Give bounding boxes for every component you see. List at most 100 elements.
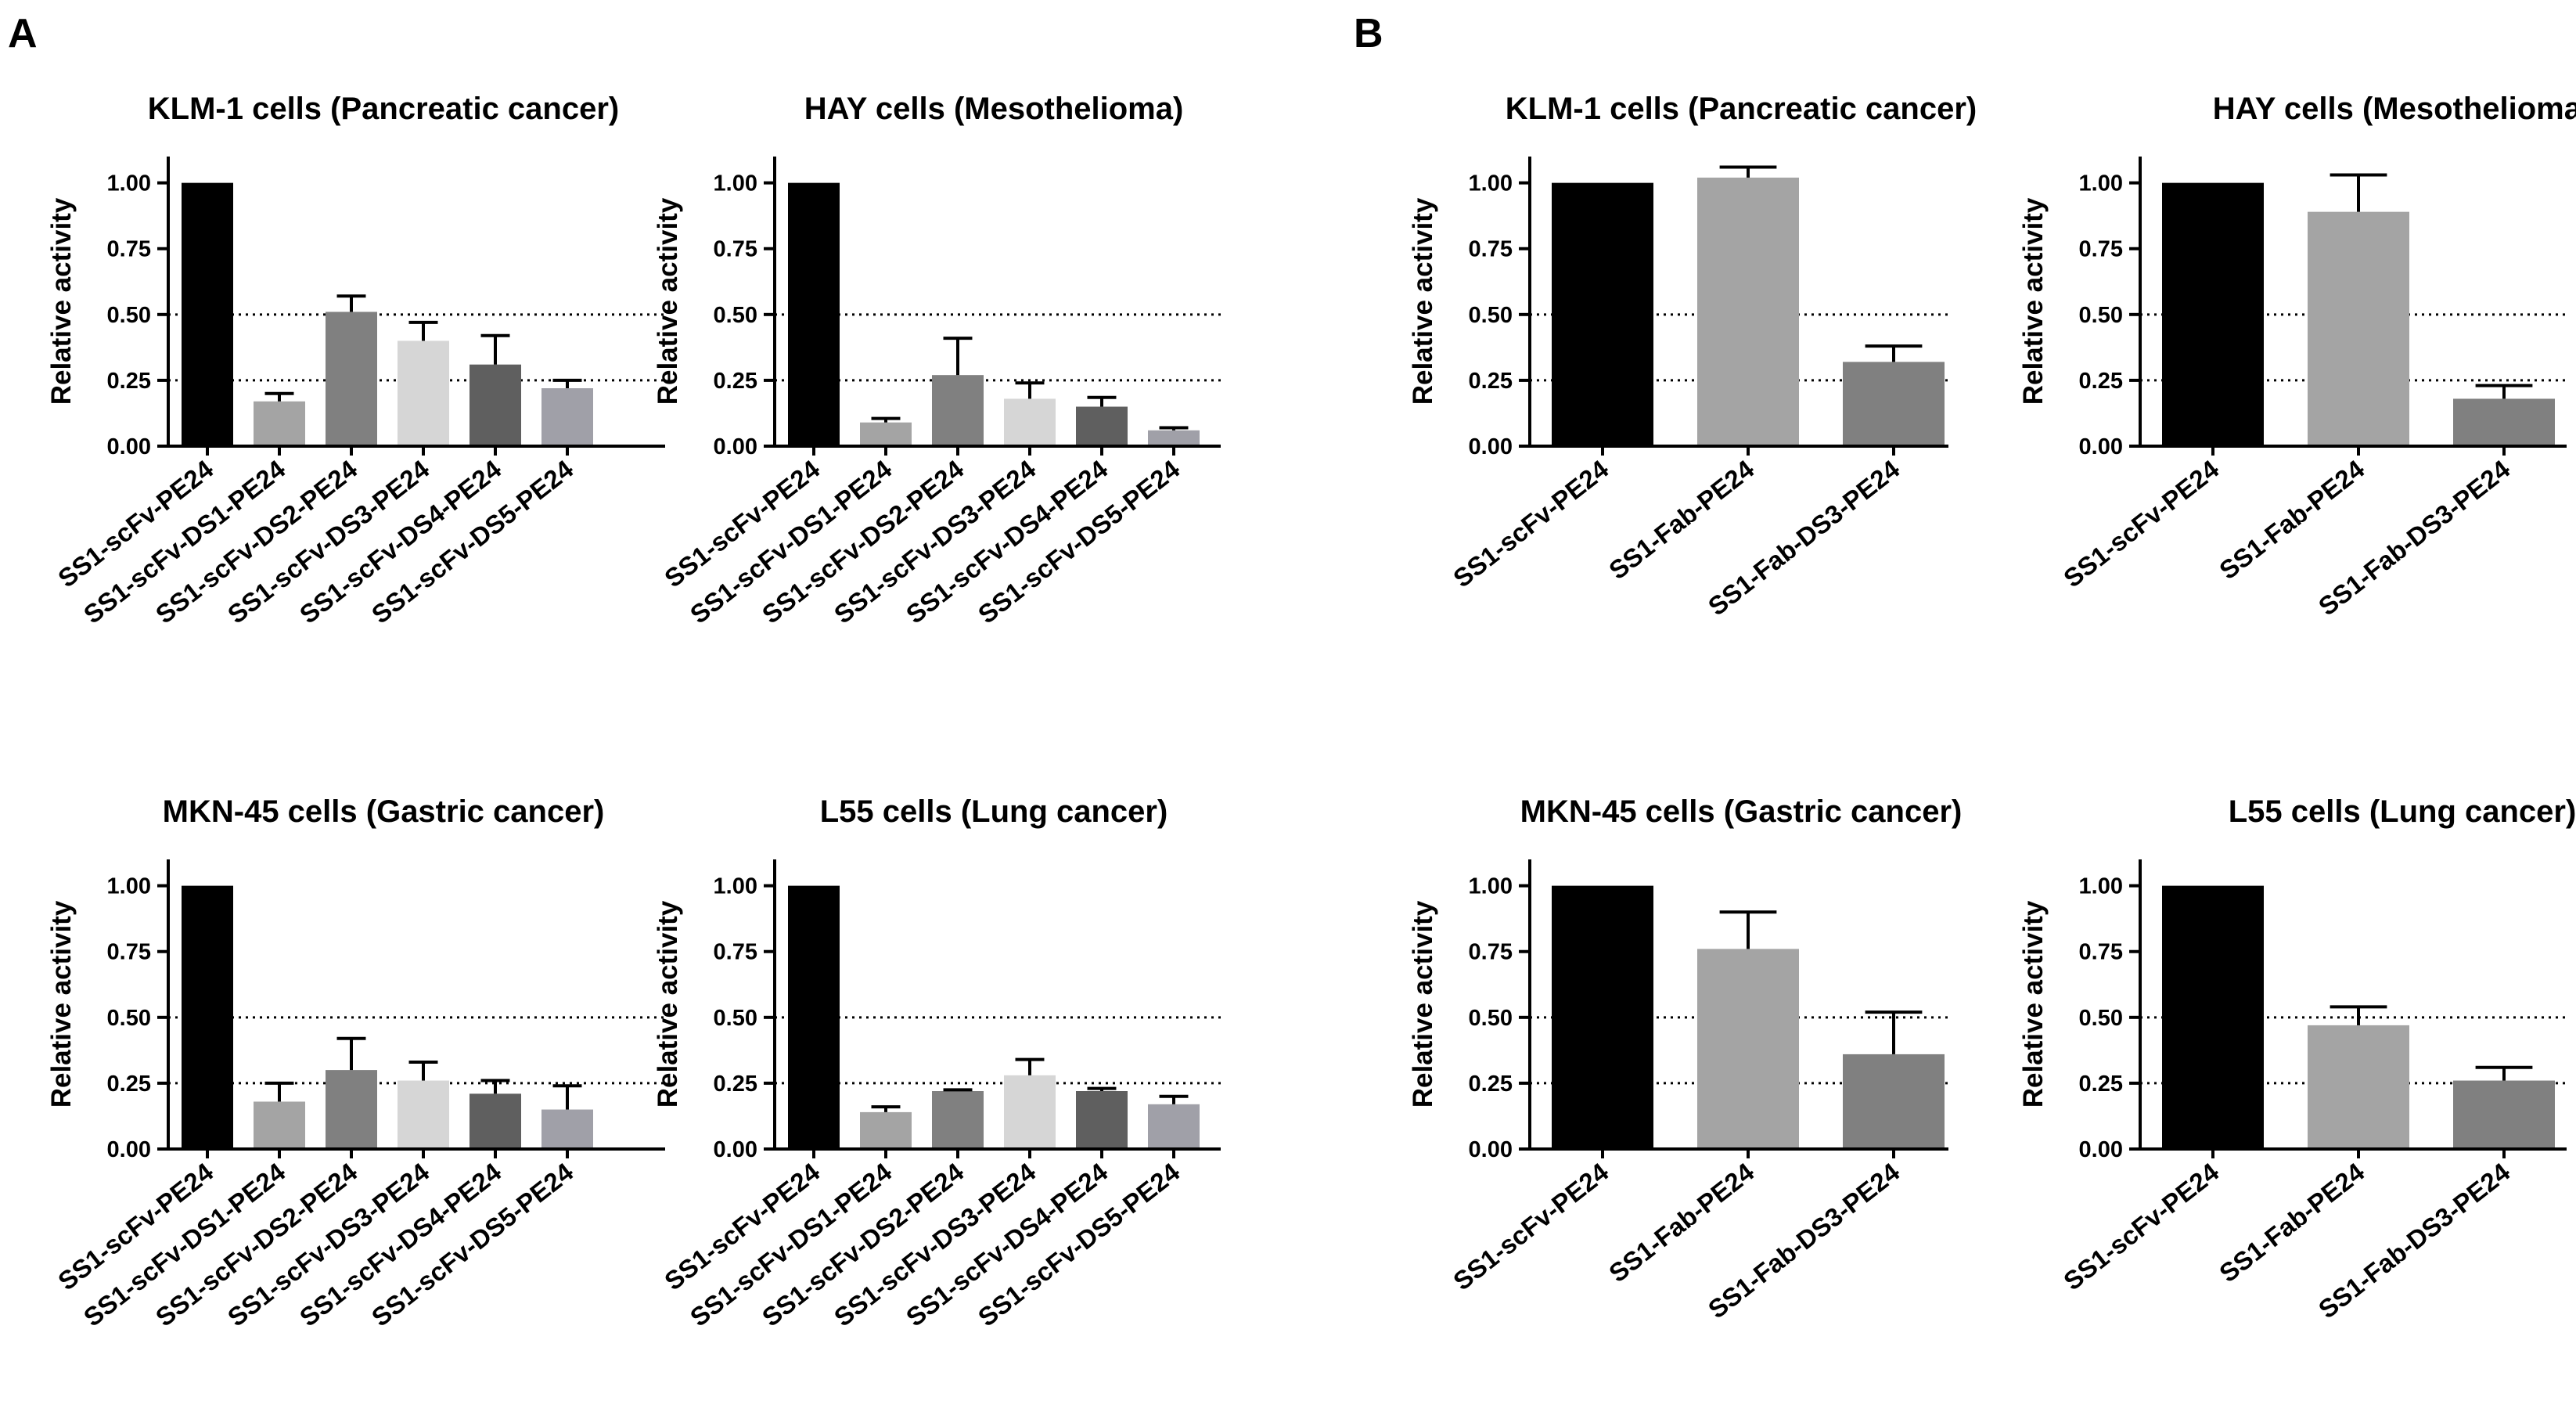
x-tick-label: SS1-scFv-PE24 — [2058, 454, 2225, 593]
y-tick-label: 0.25 — [2079, 369, 2123, 394]
panel-label-a: A — [8, 11, 38, 56]
bar-chart: MKN-45 cells (Gastric cancer) Relative ac… — [1408, 794, 1962, 1324]
chart-title: HAY cells (Mesothelioma) — [804, 92, 1184, 126]
y-tick-label: 0.00 — [2079, 434, 2123, 459]
bar — [2453, 398, 2555, 446]
y-tick-label: 0.50 — [1469, 303, 1513, 328]
y-tick-label: 0.75 — [107, 237, 151, 262]
y-tick-label: 0.00 — [1469, 1137, 1513, 1162]
bar — [1076, 1091, 1128, 1149]
bar — [1697, 949, 1799, 1149]
y-tick-label: 0.75 — [714, 940, 757, 965]
bar — [2308, 1025, 2409, 1149]
y-tick-label: 0.75 — [2079, 940, 2123, 965]
y-axis-label: Relative activity — [653, 197, 683, 405]
chart-title: MKN-45 cells (Gastric cancer) — [163, 794, 605, 829]
y-axis-label: Relative activity — [46, 900, 77, 1108]
y-axis-label: Relative activity — [46, 197, 77, 405]
y-tick-label: 1.00 — [107, 171, 151, 196]
y-tick-label: 1.00 — [714, 874, 757, 899]
bar — [470, 364, 521, 446]
chart-title: L55 cells (Lung cancer) — [2229, 794, 2576, 829]
y-tick-label: 0.50 — [1469, 1006, 1513, 1031]
bar — [1552, 182, 1653, 447]
bar — [932, 1091, 984, 1149]
y-tick-label: 1.00 — [107, 874, 151, 899]
x-tick-label: SS1-Fab-PE24 — [1603, 1157, 1760, 1288]
y-tick-label: 0.50 — [107, 303, 151, 328]
bar — [2308, 211, 2409, 446]
panel-label-b: B — [1354, 11, 1383, 56]
y-tick-label: 1.00 — [1469, 874, 1513, 899]
bar — [326, 312, 377, 446]
y-tick-label: 0.50 — [2079, 1006, 2123, 1031]
chart-title: KLM-1 cells (Pancreatic cancer) — [1506, 92, 1977, 126]
y-tick-label: 0.00 — [714, 1137, 757, 1162]
bar — [2162, 182, 2264, 447]
bar — [1076, 406, 1128, 446]
bar — [2453, 1080, 2555, 1149]
y-axis-label: Relative activity — [2018, 900, 2049, 1108]
y-tick-label: 0.00 — [1469, 434, 1513, 459]
bar — [182, 182, 233, 447]
bar — [788, 182, 840, 447]
bar-chart: HAY cells (Mesothelioma) Relative activit… — [653, 92, 1221, 629]
bar-chart: KLM-1 cells (Pancreatic cancer) Relative … — [46, 92, 665, 629]
chart-title: KLM-1 cells (Pancreatic cancer) — [148, 92, 619, 126]
y-tick-label: 0.25 — [714, 369, 757, 394]
x-tick-label: SS1-scFv-PE24 — [1448, 1157, 1614, 1295]
y-axis-label: Relative activity — [2018, 197, 2049, 405]
x-tick-label: SS1-Fab-PE24 — [1603, 454, 1760, 585]
y-tick-label: 0.75 — [1469, 940, 1513, 965]
x-tick-label: SS1-Fab-PE24 — [2214, 454, 2370, 585]
y-tick-label: 1.00 — [2079, 874, 2123, 899]
bar-chart: L55 cells (Lung cancer) Relative activity… — [653, 794, 1221, 1332]
x-tick-label: SS1-Fab-PE24 — [2214, 1157, 2370, 1288]
bar — [1843, 1054, 1945, 1149]
bar — [1004, 1075, 1056, 1149]
bar-chart: MKN-45 cells (Gastric cancer) Relative ac… — [46, 794, 665, 1332]
bar — [932, 375, 984, 446]
y-tick-label: 0.25 — [1469, 369, 1513, 394]
y-tick-label: 0.50 — [107, 1006, 151, 1031]
bar — [541, 388, 593, 446]
bar — [254, 401, 305, 446]
y-tick-label: 0.00 — [714, 434, 757, 459]
bar-chart: KLM-1 cells (Pancreatic cancer) Relative … — [1408, 92, 1977, 621]
bar — [541, 1109, 593, 1149]
y-tick-label: 0.00 — [107, 1137, 151, 1162]
bar — [1552, 885, 1653, 1149]
bar — [1697, 177, 1799, 446]
y-tick-label: 1.00 — [2079, 171, 2123, 196]
bar — [1148, 430, 1200, 446]
y-tick-label: 0.25 — [107, 1072, 151, 1097]
y-tick-label: 0.50 — [2079, 303, 2123, 328]
y-tick-label: 0.75 — [2079, 237, 2123, 262]
x-tick-label: SS1-scFv-PE24 — [2058, 1157, 2225, 1295]
x-tick-label: SS1-scFv-PE24 — [1448, 454, 1614, 593]
chart-title: L55 cells (Lung cancer) — [820, 794, 1168, 829]
bar — [398, 1080, 449, 1149]
bar — [182, 885, 233, 1149]
y-tick-label: 0.75 — [1469, 237, 1513, 262]
bar — [788, 885, 840, 1149]
bar-chart: L55 cells (Lung cancer) Relative activity… — [2018, 794, 2576, 1324]
y-tick-label: 1.00 — [1469, 171, 1513, 196]
bar — [326, 1070, 377, 1149]
bar — [470, 1093, 521, 1149]
bar — [860, 422, 912, 446]
y-axis-label: Relative activity — [1408, 197, 1438, 405]
y-tick-label: 1.00 — [714, 171, 757, 196]
bar — [254, 1101, 305, 1149]
bar — [1843, 362, 1945, 446]
bar — [398, 340, 449, 446]
y-axis-label: Relative activity — [1408, 900, 1438, 1108]
bar — [860, 1111, 912, 1149]
y-tick-label: 0.50 — [714, 1006, 757, 1031]
y-tick-label: 0.75 — [714, 237, 757, 262]
y-tick-label: 0.25 — [1469, 1072, 1513, 1097]
chart-title: MKN-45 cells (Gastric cancer) — [1520, 794, 1963, 829]
y-axis-label: Relative activity — [653, 900, 683, 1108]
bar-chart: HAY cells (Mesothelioma) Relative activit… — [2018, 92, 2576, 621]
